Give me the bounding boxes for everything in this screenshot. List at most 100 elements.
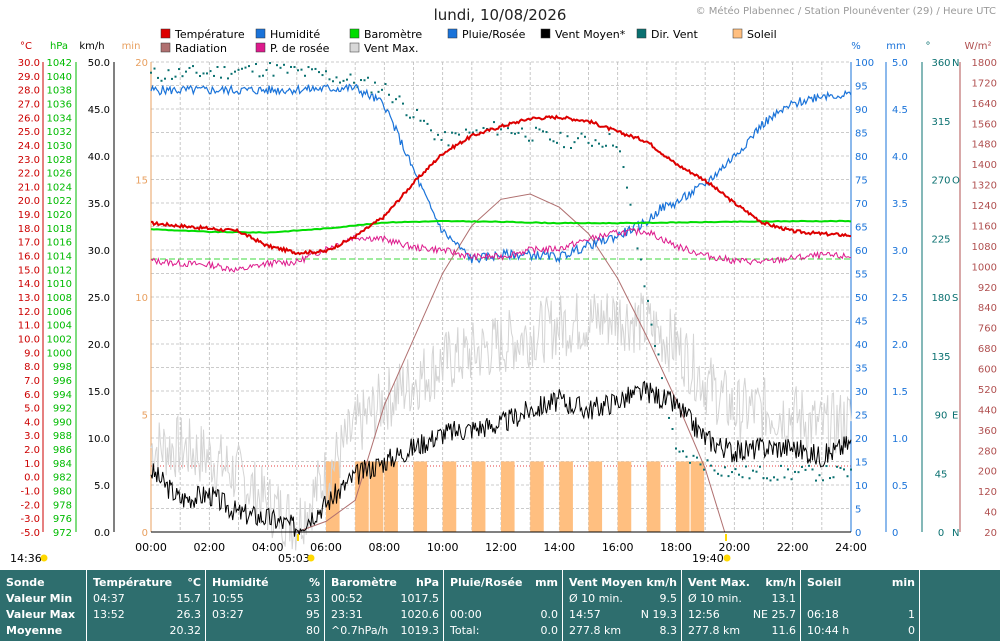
summary-barometer-unit: hPa (415, 576, 439, 589)
wind-dir-dot (556, 141, 558, 144)
wind-dir-dot (528, 139, 530, 142)
wind-dir-dot (279, 66, 282, 69)
wind-dir-dot (570, 146, 572, 149)
wind-dir-dot (633, 228, 635, 231)
wind-dir-dot (412, 116, 415, 119)
wind-dir-dot (689, 461, 691, 464)
wind-dir-dot (349, 73, 352, 76)
rad-tick-label: 1480 (972, 140, 997, 151)
wind-dir-dot (153, 67, 156, 70)
summary-table: Sonde Valeur Min Valeur Max Moyenne Temp… (0, 570, 1000, 641)
rad-tick-label: 1560 (972, 119, 997, 130)
wind-dir-dot (766, 477, 768, 480)
wind-dir-dot (150, 71, 152, 74)
x-tick-label: 02:00 (193, 541, 225, 554)
dir-cardinal-label: N (952, 528, 959, 539)
wind-dir-dot (402, 102, 404, 105)
wind-dir-dot (300, 68, 303, 71)
wind-dir-dot (612, 144, 614, 147)
hum-tick-label: 60 (855, 246, 868, 257)
wind-dir-dot (192, 65, 194, 68)
wind-dir-dot (388, 93, 390, 96)
wind-dir-dot (307, 66, 310, 69)
wind-dir-dot (598, 142, 600, 145)
hum-tick-label: 0 (855, 528, 861, 539)
wind-dir-dot (542, 130, 544, 133)
hum-tick-label: 80 (855, 152, 868, 163)
temp-tick-label: 25.0 (18, 127, 40, 138)
summary-row-max-label: Valeur Max (6, 608, 76, 621)
summary-rain: Pluie/Rosée mm 00:00 0.0 Total: 0.0 (444, 570, 563, 641)
rad-tick-label: 600 (978, 365, 997, 376)
unit-wind: km/h (79, 41, 104, 52)
rad-tick-label: 120 (978, 487, 997, 498)
rain-tick-label: 1.5 (892, 387, 908, 398)
x-tick-label: 22:00 (777, 541, 809, 554)
temp-tick-label: 21.0 (18, 182, 40, 193)
summary-wind-avg-unit: km/h (646, 576, 677, 589)
wind-dir-dot (339, 81, 341, 84)
rad-tick-label: 1000 (972, 262, 997, 273)
wind-dir-dot (241, 67, 243, 70)
wind-dir-dot (626, 186, 628, 189)
dewpoint-line (150, 226, 852, 273)
wind-dir-dot (206, 72, 208, 75)
wind-dir-dot (692, 454, 695, 457)
sun-markers: 14:36 05:03 19:40 (10, 534, 731, 565)
baro-tick-label: 1006 (47, 307, 72, 318)
sunshine-bar (442, 461, 457, 532)
sun-tick-label: 20 (135, 58, 148, 69)
summary-temperature: Température °C 04:37 15.7 13:52 26.3 20.32 (87, 570, 206, 641)
temp-tick-label: 30.0 (18, 58, 40, 69)
rain-tick-label: 4.5 (892, 105, 908, 116)
hum-tick-label: 90 (855, 105, 868, 116)
wind-max-line (150, 292, 852, 551)
wind-tick-label: 0.0 (94, 528, 110, 539)
summary-cell: 10:55 (212, 592, 244, 605)
chart-title: lundi, 10/08/2026 (434, 6, 567, 24)
plot-grid (150, 61, 852, 533)
unit-rad: W/m² (964, 41, 991, 52)
summary-sun-title: Soleil (807, 576, 842, 589)
unit-hum: % (851, 41, 861, 52)
wind-dir-dot (234, 70, 236, 73)
wind-dir-dot (843, 468, 845, 471)
wind-tick-label: 50.0 (88, 58, 110, 69)
hum-tick-label: 85 (855, 129, 868, 140)
sunshine-bar (617, 461, 632, 532)
dir-cardinal-label: E (952, 411, 958, 422)
summary-cell: 277.8 km (688, 624, 741, 637)
temp-tick-label: 19.0 (18, 210, 40, 221)
summary-row-min-label: Valeur Min (6, 592, 73, 605)
legend-label: Vent Moyen* (555, 28, 626, 41)
rad-tick-label: 920 (978, 283, 997, 294)
humidity-line (150, 83, 852, 264)
summary-rain-title: Pluie/Rosée (450, 576, 523, 589)
wind-dir-dot (720, 474, 723, 477)
summary-cell: 23:31 (331, 608, 363, 621)
wind-dir-dot (171, 77, 173, 80)
wind-dir-dot (269, 62, 271, 65)
wind-dir-dot (605, 144, 607, 147)
wind-dir-dot (846, 475, 849, 478)
baro-tick-label: 1012 (47, 265, 72, 276)
sun-tick-label: 5 (142, 411, 148, 422)
summary-cell: 1 (908, 608, 915, 621)
sunset-label: 19:40 (692, 552, 724, 565)
sunshine-bar (501, 461, 515, 532)
baro-tick-label: 1036 (47, 99, 72, 110)
temp-tick-label: 14.0 (18, 279, 40, 290)
wind-dir-dot (752, 469, 754, 472)
summary-cell: 06:18 (807, 608, 839, 621)
wind-dir-dot (258, 75, 261, 78)
wind-dir-dot (293, 66, 296, 69)
temp-tick-label: -1.0 (20, 487, 40, 498)
wind-dir-dot (661, 377, 663, 380)
wind-dir-dot (538, 128, 541, 131)
baro-tick-label: 1024 (47, 182, 72, 193)
rad-tick-label: 280 (978, 446, 997, 457)
unit-temp: °C (20, 41, 32, 52)
rad-tick-label: 1160 (972, 221, 997, 232)
wind-dir-dot (629, 203, 632, 206)
hum-tick-label: 65 (855, 223, 868, 234)
